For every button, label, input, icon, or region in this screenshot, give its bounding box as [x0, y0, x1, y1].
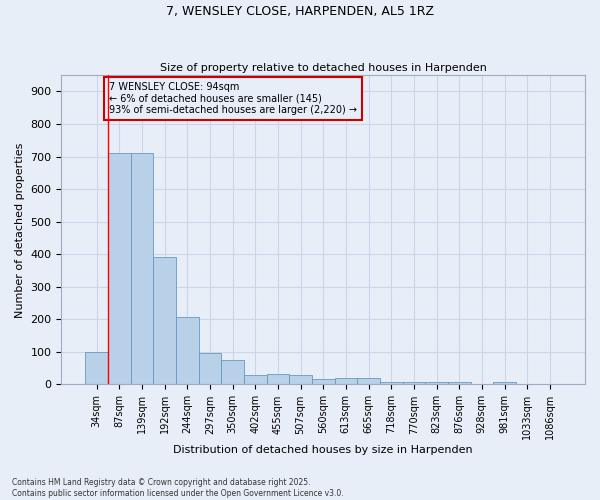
Text: 7, WENSLEY CLOSE, HARPENDEN, AL5 1RZ: 7, WENSLEY CLOSE, HARPENDEN, AL5 1RZ — [166, 5, 434, 18]
Text: 7 WENSLEY CLOSE: 94sqm
← 6% of detached houses are smaller (145)
93% of semi-det: 7 WENSLEY CLOSE: 94sqm ← 6% of detached … — [109, 82, 357, 115]
Bar — [493, 382, 516, 384]
Bar — [108, 154, 131, 384]
Bar — [221, 360, 244, 384]
Bar — [357, 378, 380, 384]
Bar — [312, 379, 335, 384]
Bar — [403, 382, 425, 384]
Bar — [176, 317, 199, 384]
Bar — [153, 258, 176, 384]
Bar — [335, 378, 357, 384]
Y-axis label: Number of detached properties: Number of detached properties — [15, 142, 25, 318]
Bar — [199, 352, 221, 384]
Bar — [289, 374, 312, 384]
Bar — [85, 352, 108, 384]
Title: Size of property relative to detached houses in Harpenden: Size of property relative to detached ho… — [160, 63, 487, 73]
Bar — [131, 154, 153, 384]
X-axis label: Distribution of detached houses by size in Harpenden: Distribution of detached houses by size … — [173, 445, 473, 455]
Bar — [244, 374, 266, 384]
Bar — [266, 374, 289, 384]
Bar — [448, 382, 470, 384]
Text: Contains HM Land Registry data © Crown copyright and database right 2025.
Contai: Contains HM Land Registry data © Crown c… — [12, 478, 344, 498]
Bar — [380, 382, 403, 384]
Bar — [425, 382, 448, 384]
